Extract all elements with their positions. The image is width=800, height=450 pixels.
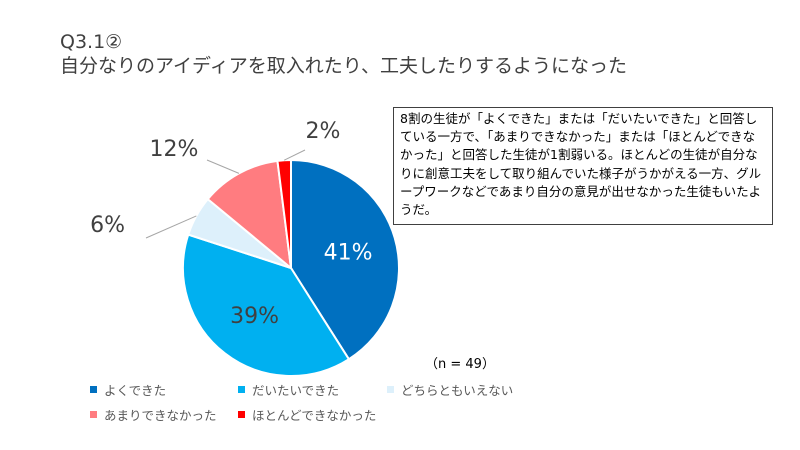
slide-title: Q3.1② 自分なりのアイディアを取入れたり、工夫したりするようになった (60, 30, 627, 78)
legend-item-dochira: どちらともいえない (387, 380, 513, 399)
legend-swatch (387, 386, 394, 393)
comment-box: 8割の生徒が「よくできた」または「だいたいできた」と回答している一方で、「あまり… (393, 107, 773, 225)
data-label: 41% (324, 240, 373, 265)
pie-slice (206, 159, 293, 271)
data-labels: 41% 39% 6% 12% 2% (90, 119, 372, 329)
legend-swatch (238, 411, 245, 418)
legend-swatch (90, 411, 97, 418)
legend-item-daitai: だいたいできた (238, 380, 339, 399)
legend-swatch (238, 386, 245, 393)
data-label: 2% (306, 119, 341, 144)
question-number: Q3.1② (60, 31, 123, 53)
pie-slices (182, 158, 400, 377)
sample-size-label: （n = 49） (425, 357, 495, 372)
legend-label: よくできた (104, 383, 167, 398)
legend-label: あまりできなかった (104, 408, 217, 423)
pie-slice (182, 233, 351, 377)
data-label: 6% (90, 213, 125, 238)
pie-slice (276, 158, 292, 269)
legend-label: どちらともいえない (401, 383, 514, 398)
legend-label: だいたいできた (252, 383, 340, 398)
question-text: 自分なりのアイディアを取入れたり、工夫したりするようになった (60, 55, 627, 77)
legend-swatch (90, 386, 97, 393)
legend-item-hotondo: ほとんどできなかった (238, 405, 376, 424)
leader-line (145, 215, 197, 239)
legend-item-amari: あまりできなかった (90, 405, 217, 424)
leader-line (283, 149, 306, 161)
leader-line (206, 159, 240, 174)
legend-item-yoku: よくできた (90, 380, 166, 399)
leader-lines (145, 149, 306, 239)
data-label: 39% (230, 304, 279, 329)
data-label: 12% (150, 137, 199, 162)
legend-label: ほとんどできなかった (252, 408, 377, 423)
